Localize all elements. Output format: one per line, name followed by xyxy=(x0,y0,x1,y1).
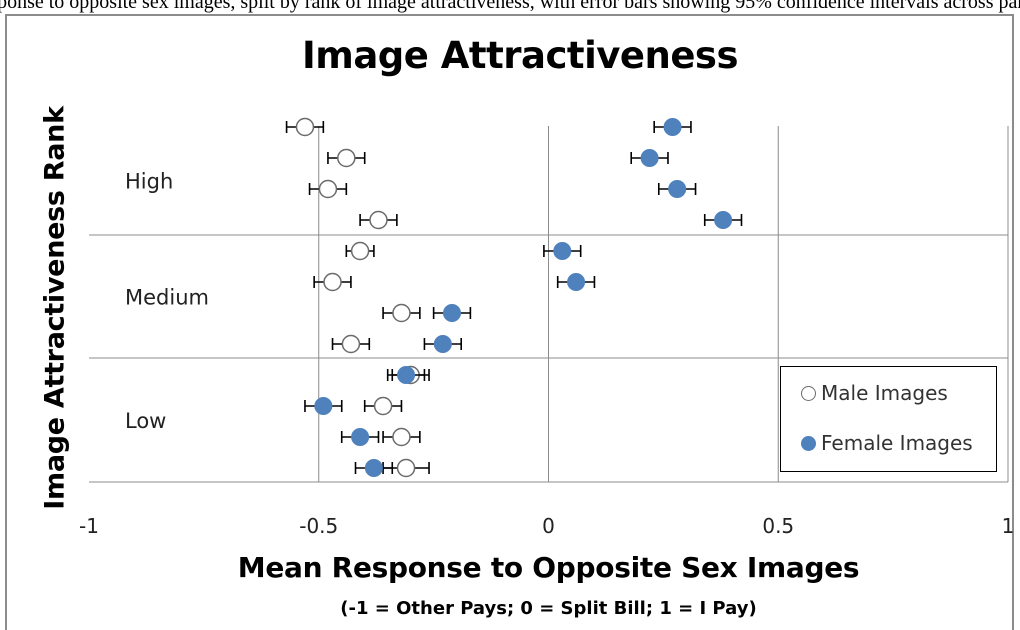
male-point xyxy=(337,148,356,168)
female-point xyxy=(640,149,659,167)
x-tick-label: -1 xyxy=(79,514,99,538)
female-point xyxy=(668,180,687,198)
female-point xyxy=(553,242,572,260)
female-point xyxy=(567,273,586,291)
male-point xyxy=(396,458,416,478)
x-tick-label: 0 xyxy=(542,514,555,538)
female-point xyxy=(714,211,733,229)
group-label-low: Low xyxy=(125,409,166,433)
male-point xyxy=(323,272,342,292)
male-point xyxy=(392,303,411,323)
top-caption: Mean response to opposite sex images, sp… xyxy=(0,0,1020,14)
female-point xyxy=(397,366,416,384)
male-point xyxy=(369,210,388,230)
male-point xyxy=(350,241,370,261)
top-caption-text: Mean response to opposite sex images, sp… xyxy=(0,0,1020,13)
x-axis-title: Mean Response to Opposite Sex Images xyxy=(237,551,860,584)
female-point xyxy=(433,335,452,353)
group-label-high: High xyxy=(125,170,173,194)
x-tick-label: 0.5 xyxy=(762,514,794,538)
chart-title: Image Attractiveness xyxy=(302,34,738,77)
male-point xyxy=(392,427,411,447)
male-point xyxy=(341,334,361,354)
x-tick-label: 1 xyxy=(1002,514,1015,538)
legend-label-female: Female Images xyxy=(821,431,973,455)
male-marker-icon xyxy=(801,385,816,401)
female-point xyxy=(663,118,682,136)
female-point xyxy=(314,397,333,415)
legend-label-male: Male Images xyxy=(821,381,948,405)
x-tick-label: -0.5 xyxy=(299,514,338,538)
x-axis-subtitle: (-1 = Other Pays; 0 = Split Bill; 1 = I … xyxy=(340,598,757,619)
legend-item-male: Male Images xyxy=(801,381,948,405)
male-point xyxy=(373,396,393,416)
chart-frame xyxy=(5,14,1014,630)
legend: Male Images Female Images xyxy=(780,366,997,472)
female-point xyxy=(351,428,370,446)
female-point xyxy=(443,304,462,322)
female-point xyxy=(364,459,383,477)
male-point xyxy=(318,179,338,199)
female-marker-icon xyxy=(801,435,816,451)
male-point xyxy=(295,117,315,137)
group-label-medium: Medium xyxy=(125,286,209,310)
legend-item-female: Female Images xyxy=(801,431,973,455)
